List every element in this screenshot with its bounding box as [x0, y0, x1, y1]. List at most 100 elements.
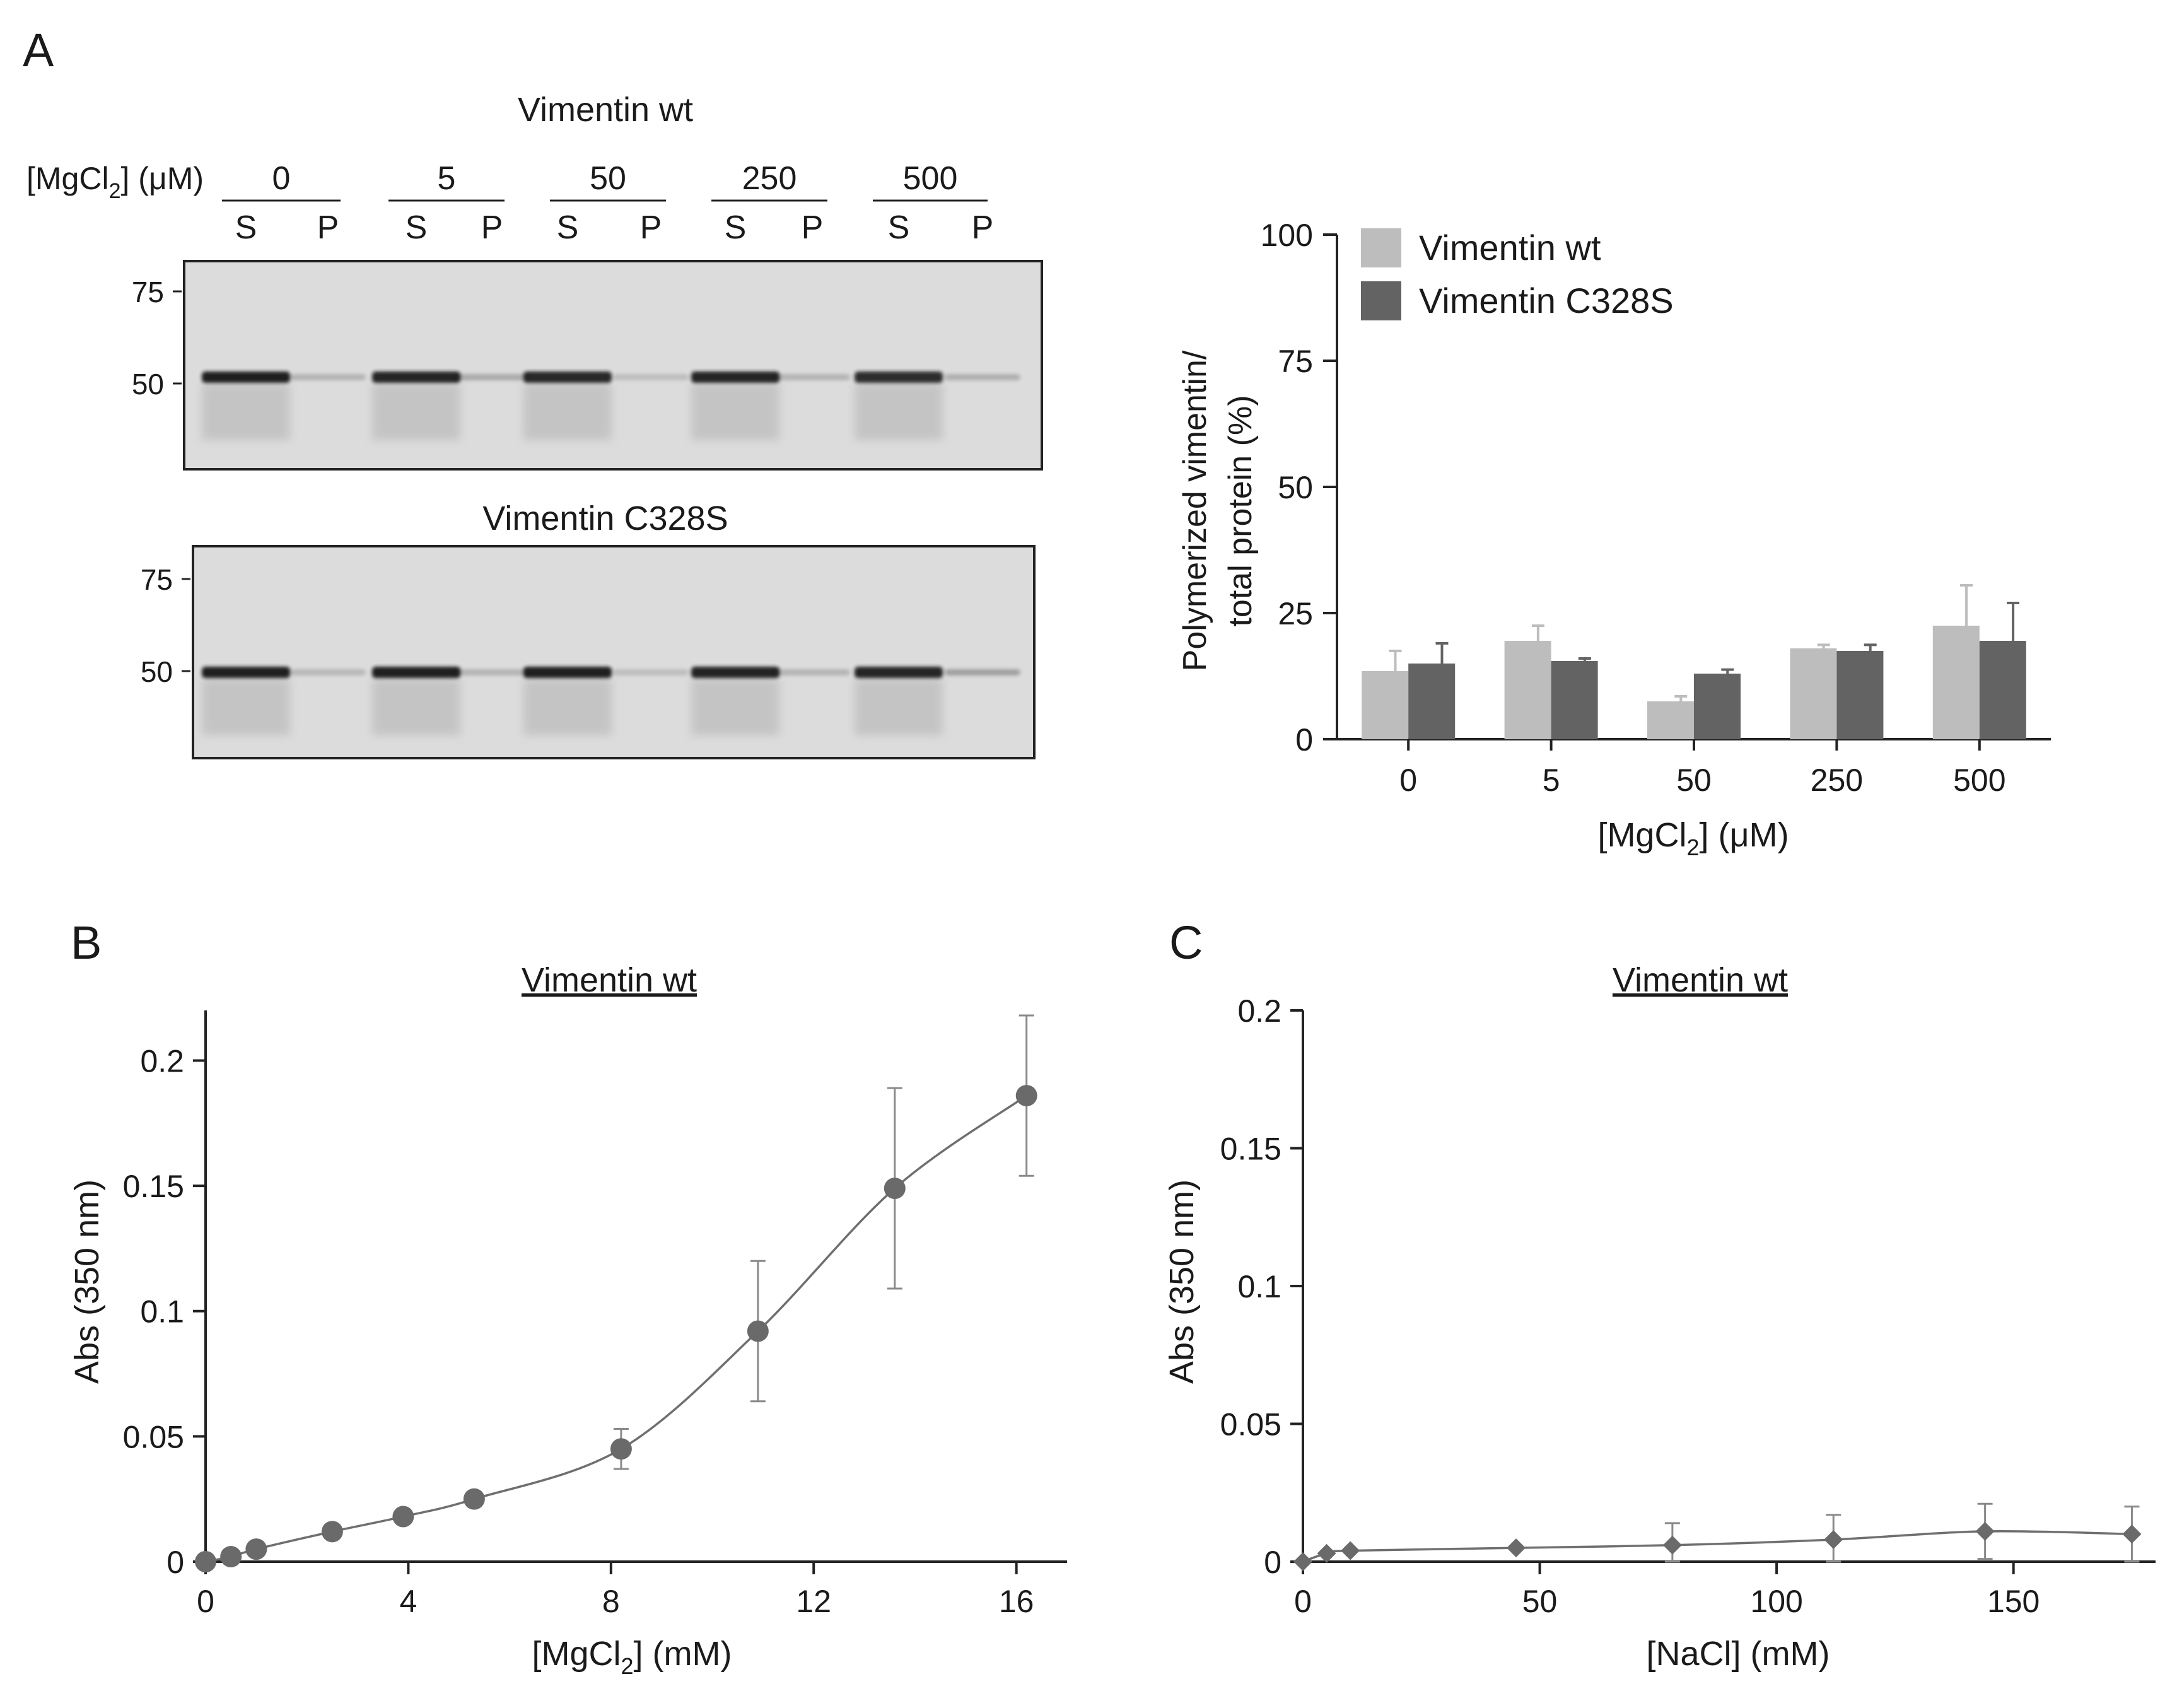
gel-lane-label: P	[481, 209, 503, 246]
gel-concentration-label: [MgCl2] (μM)	[26, 161, 204, 203]
bar-chart-x-tick-label: 50	[1676, 763, 1712, 798]
bar-chart-x-tick-label: 250	[1811, 763, 1863, 798]
chart-x-tick-label: 8	[602, 1584, 620, 1619]
chart-c-title: Vimentin wt	[1613, 961, 1788, 999]
chart-data-point	[1293, 1552, 1312, 1571]
chart-y-tick-label: 0.1	[140, 1294, 184, 1330]
legend-label: Vimentin C328S	[1419, 281, 1674, 320]
bar-c328s	[1979, 641, 2026, 739]
bar-chart-y-tick-label: 50	[1278, 470, 1313, 505]
chart-data-point	[747, 1320, 769, 1342]
gel-band-c328s	[454, 669, 530, 676]
chart-y-tick-label: 0.15	[123, 1169, 184, 1204]
chart-x-tick-label: 0	[1294, 1584, 1312, 1619]
chart-x-tick-label: 150	[1987, 1584, 2040, 1619]
gel-lane-label: S	[888, 209, 910, 246]
gel-lane-label: P	[802, 209, 824, 246]
chart-data-point	[392, 1506, 414, 1528]
gel-band-wt	[855, 371, 943, 383]
gel-concentration-value: 0	[272, 160, 291, 197]
chart-data-point	[610, 1438, 632, 1460]
chart-data-point	[1317, 1543, 1336, 1563]
gel-band-c328s	[774, 669, 850, 676]
chart-y-tick-label: 0.2	[140, 1043, 184, 1079]
chart-data-point	[1975, 1521, 1995, 1541]
chart-b-ylabel: Abs (350 nm)	[68, 1179, 106, 1384]
gel-band-c328s	[523, 667, 612, 678]
gel-concentration-value: 50	[590, 160, 626, 197]
gel-band-c328s	[945, 669, 1020, 676]
gel-title-wt: Vimentin wt	[518, 91, 693, 129]
chart-data-point	[195, 1551, 216, 1572]
chart-data-point	[245, 1538, 267, 1560]
chart-y-tick-label: 0.1	[1237, 1269, 1281, 1304]
gel-lower-smear	[691, 383, 779, 440]
chart-data-point	[884, 1178, 906, 1200]
gel-lower-smear	[523, 679, 612, 735]
legend-label: Vimentin wt	[1419, 228, 1601, 267]
chart-data-point	[1507, 1538, 1526, 1558]
chart-data-point	[463, 1488, 485, 1510]
gel-band-wt	[290, 374, 366, 380]
chart-data-point	[1824, 1530, 1843, 1550]
bar-chart: Polymerized vimentin/ total protein (%) …	[1177, 218, 2051, 860]
gel-lane-label: P	[317, 209, 339, 246]
gel-image-wt: 75 50	[132, 260, 1043, 471]
gel-lower-smear	[202, 679, 290, 735]
bar-wt	[1504, 641, 1551, 739]
legend-swatch	[1361, 281, 1401, 320]
bar-chart-x-tick-label: 5	[1543, 763, 1560, 798]
gel-lower-smear	[855, 383, 943, 440]
gel-image-c328s: 75 50	[141, 545, 1036, 759]
gel-title-c328s: Vimentin C328S	[482, 500, 728, 537]
gel-marker-label: 75	[141, 563, 173, 596]
gel-lane-label: P	[972, 209, 994, 246]
chart-data-point	[321, 1521, 343, 1543]
chart-c-ylabel: Abs (350 nm)	[1163, 1179, 1201, 1384]
gel-band-c328s	[613, 669, 689, 676]
gel-band-c328s	[372, 667, 460, 678]
bar-c328s	[1836, 651, 1884, 739]
line-chart-mgcl2: Vimentin wt Abs (350 nm) [MgCl2] (mM) 0 0…	[68, 961, 1067, 1679]
gel-band-c328s	[855, 667, 943, 678]
chart-series-line	[1302, 1530, 2132, 1563]
chart-data-point	[1341, 1541, 1360, 1560]
bar-c328s	[1694, 674, 1741, 739]
chart-y-tick-label: 0.05	[1220, 1407, 1281, 1442]
gel-lower-smear	[523, 383, 612, 440]
chart-x-tick-label: 100	[1750, 1584, 1802, 1619]
gel-marker-label: 75	[132, 276, 164, 308]
panel-letter-a: A	[23, 24, 54, 76]
gel-lower-smear	[202, 383, 290, 440]
panel-letter-c: C	[1169, 916, 1203, 969]
bar-c328s	[1551, 661, 1598, 739]
gel-band-c328s	[691, 667, 779, 678]
chart-data-point	[1662, 1535, 1682, 1555]
chart-data-point	[220, 1546, 242, 1568]
bar-chart-y-tick-label: 25	[1278, 596, 1313, 631]
gel-concentration-group: 0 5 50 250 500	[222, 160, 988, 202]
chart-data-point	[2122, 1524, 2142, 1544]
gel-lower-smear	[855, 679, 943, 735]
chart-b-xlabel: [MgCl2] (mM)	[532, 1635, 732, 1679]
gel-panel: Vimentin wt [MgCl2] (μM) 0 5 50 250 500 S P S P…	[26, 91, 1043, 759]
chart-x-tick-label: 0	[197, 1584, 214, 1619]
chart-b-title: Vimentin wt	[522, 961, 697, 999]
chart-series-line	[205, 1094, 1027, 1563]
gel-lower-smear	[372, 383, 460, 440]
chart-x-tick-label: 16	[999, 1584, 1034, 1619]
bar-wt	[1647, 701, 1694, 739]
bar-chart-ylabel-line1: Polymerized vimentin/	[1177, 350, 1213, 671]
gel-lane-label: S	[406, 209, 428, 246]
chart-x-tick-label: 50	[1522, 1584, 1558, 1619]
bar-chart-y-tick-label: 100	[1261, 218, 1313, 253]
bar-chart-x-tick-label: 0	[1399, 763, 1417, 798]
chart-c-xlabel: [NaCl] (mM)	[1647, 1635, 1830, 1673]
gel-lane-label: S	[725, 209, 747, 246]
gel-band-wt	[523, 371, 612, 383]
gel-band-wt	[454, 374, 530, 380]
gel-band-wt	[945, 374, 1020, 380]
bar-chart-xlabel: [MgCl2] (μM)	[1597, 816, 1789, 860]
